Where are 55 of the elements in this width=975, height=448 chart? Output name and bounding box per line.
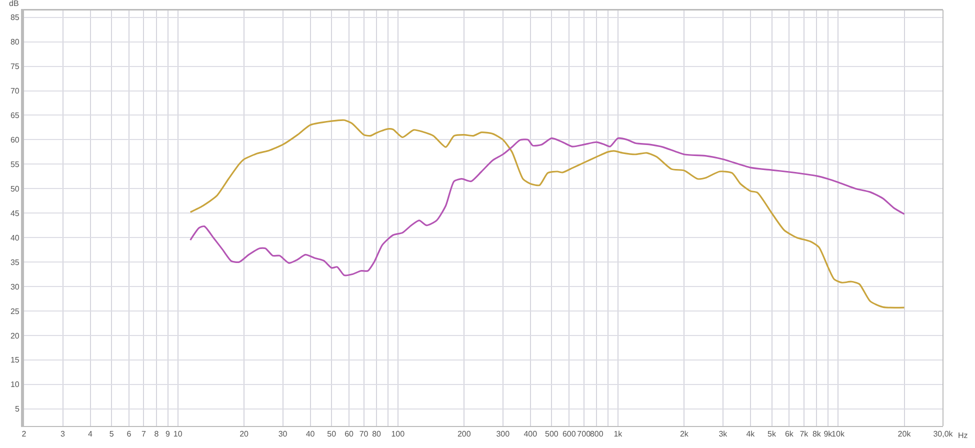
y-tick-label: 10	[10, 380, 20, 390]
x-tick-label: 4	[88, 430, 94, 439]
x-tick-label: 20k	[898, 430, 912, 439]
y-tick-label: 60	[10, 135, 20, 144]
x-tick-label: 7	[142, 430, 147, 439]
x-tick-label: 30,0k	[933, 430, 954, 439]
y-tick-label: 75	[10, 62, 20, 72]
x-tick-label: 10k	[832, 430, 846, 439]
y-tick-label: 40	[10, 233, 20, 242]
x-tick-label: 5k	[768, 430, 777, 439]
x-tick-label: 100	[391, 430, 406, 439]
y-tick-label: 55	[10, 160, 20, 169]
x-tick-label: 20	[240, 430, 250, 439]
x-tick-label: 700	[577, 430, 592, 439]
x-tick-label: 2k	[680, 430, 690, 439]
y-tick-label: 65	[10, 111, 20, 120]
x-tick-label: 400	[524, 430, 538, 439]
x-tick-label: 9k	[824, 430, 834, 439]
x-tick-label: 10	[173, 430, 183, 439]
x-tick-label: 5	[109, 430, 114, 439]
y-tick-label: 15	[10, 356, 20, 365]
x-tick-label: 4k	[746, 430, 756, 439]
x-tick-label: 3	[60, 430, 66, 439]
y-tick-label: 35	[10, 258, 20, 267]
y-tick-label: 50	[10, 184, 20, 194]
x-tick-label: 3k	[718, 430, 728, 439]
x-tick-label: 60	[344, 430, 354, 439]
x-tick-label: 6k	[784, 430, 794, 439]
y-tick-label: 25	[10, 306, 20, 316]
x-tick-label: 8	[154, 430, 160, 439]
y-axis-title: dB	[9, 0, 19, 8]
x-tick-label: 70	[359, 430, 369, 439]
y-tick-label: 20	[10, 331, 20, 340]
x-tick-label: 6	[126, 430, 132, 439]
x-tick-label: 300	[496, 430, 510, 439]
x-tick-label: 30	[278, 430, 288, 439]
y-tick-label: 5	[14, 404, 20, 414]
x-tick-label: 40	[306, 430, 316, 439]
x-tick-label: 9	[166, 430, 171, 439]
x-tick-label: 200	[457, 430, 472, 439]
y-tick-label: 30	[10, 282, 20, 292]
x-tick-label: 2	[22, 430, 27, 439]
x-tick-label: 8k	[812, 430, 822, 439]
y-tick-label: 80	[10, 38, 20, 47]
x-tick-label: 600	[562, 430, 576, 439]
x-tick-label: 1k	[614, 430, 624, 439]
y-tick-label: 70	[10, 86, 20, 96]
y-tick-label: 45	[10, 208, 20, 218]
x-tick-label: 7k	[800, 430, 810, 439]
x-tick-label: 80	[372, 430, 382, 439]
x-tick-label: 50	[327, 430, 337, 439]
x-tick-label: 500	[545, 430, 559, 439]
x-axis-title: Hz	[958, 431, 968, 440]
y-tick-label: 85	[10, 13, 20, 22]
x-tick-label: 800	[590, 430, 604, 439]
